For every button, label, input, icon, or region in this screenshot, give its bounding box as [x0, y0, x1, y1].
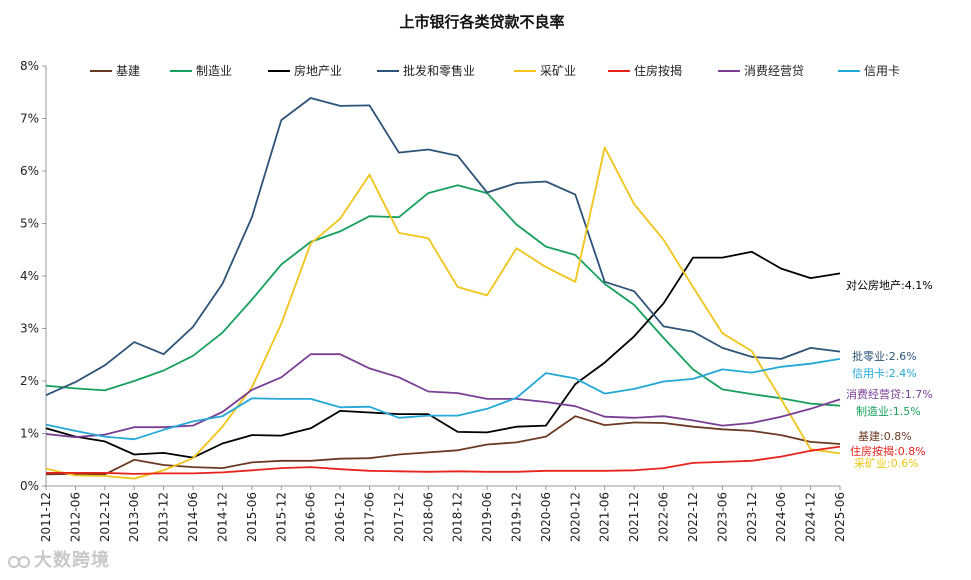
x-tick-label: 2016-06 — [304, 492, 318, 542]
x-tick-label: 2014-06 — [186, 492, 200, 542]
y-tick-label: 5% — [20, 217, 39, 231]
series-line-批发和零售业 — [45, 97, 841, 397]
x-tick-label: 2020-12 — [568, 492, 582, 542]
watermark-text: 大数跨境 — [34, 550, 110, 571]
x-tick-label: 2021-12 — [627, 492, 641, 542]
legend-label: 采矿业 — [540, 64, 576, 78]
end-label: 批零业:2.6% — [852, 349, 917, 363]
end-label: 住房按揭:0.8% — [850, 444, 926, 458]
y-tick-label: 7% — [20, 112, 39, 126]
x-tick-label: 2020-06 — [539, 492, 553, 542]
end-label: 信用卡:2.4% — [852, 367, 917, 380]
legend-label: 住房按揭 — [634, 63, 682, 78]
end-label: 基建:0.8% — [858, 429, 912, 443]
watermark-logo-icon — [8, 556, 30, 568]
x-tick-label: 2018-06 — [421, 492, 435, 542]
series-line-制造业 — [45, 184, 841, 407]
x-tick-label: 2023-12 — [745, 492, 759, 542]
x-tick-label: 2012-12 — [98, 492, 112, 542]
x-tick-label: 2025-06 — [833, 492, 847, 542]
series-line-信用卡 — [45, 358, 841, 441]
end-label: 消费经营贷:1.7% — [846, 387, 933, 401]
series-line-采矿业 — [45, 146, 841, 480]
x-tick-label: 2021-06 — [598, 492, 612, 542]
x-tick-label: 2022-12 — [686, 492, 700, 542]
legend: 基建 制造业 房地产业 批发和零售业 采矿业 住房按揭 消费经营贷 信用卡 — [90, 63, 900, 78]
x-tick-label: 2019-06 — [480, 492, 494, 542]
legend-label: 信用卡 — [864, 64, 900, 78]
x-tick-label: 2013-12 — [157, 492, 171, 542]
x-tick-label: 2013-06 — [127, 492, 141, 542]
end-label: 对公房地产:4.1% — [846, 278, 933, 292]
legend-label: 制造业 — [196, 64, 232, 78]
x-tick-label: 2016-12 — [333, 492, 347, 542]
end-labels: 对公房地产:4.1% 批零业:2.6% 信用卡:2.4% 消费经营贷:1.7% 制造业:… — [846, 278, 933, 470]
x-tick-label: 2023-06 — [715, 492, 729, 542]
x-tick-label: 2015-12 — [274, 492, 288, 542]
legend-label: 批发和零售业 — [403, 63, 475, 78]
series-lines — [45, 97, 841, 480]
y-tick-label: 1% — [20, 427, 39, 441]
legend-label: 基建 — [116, 64, 140, 78]
legend-label: 房地产业 — [294, 63, 342, 78]
series-line-住房按揭 — [46, 445, 841, 475]
y-tick-label: 2% — [20, 374, 39, 388]
y-tick-label: 4% — [20, 269, 39, 283]
y-tick-label: 6% — [20, 164, 39, 178]
x-tick-label: 2022-06 — [657, 492, 671, 542]
y-tick-label: 3% — [20, 322, 39, 336]
x-tick-label: 2014-12 — [215, 492, 229, 542]
x-tick-label: 2011-12 — [39, 492, 53, 542]
x-tick-label: 2024-06 — [774, 492, 788, 542]
chart-title: 上市银行各类贷款不良率 — [399, 13, 564, 31]
y-tick-label: 8% — [20, 59, 39, 73]
series-line-基建 — [45, 415, 841, 476]
x-tick-label: 2018-12 — [451, 492, 465, 542]
legend-label: 消费经营贷 — [744, 64, 804, 78]
x-tick-label: 2019-12 — [510, 492, 524, 542]
x-tick-label: 2017-12 — [392, 492, 406, 542]
y-tick-label: 0% — [20, 479, 39, 493]
end-label: 采矿业:0.6% — [854, 457, 919, 470]
x-tick-label: 2024-12 — [804, 492, 818, 542]
series-line-房地产业 — [45, 250, 841, 459]
y-axis: 0% 1% 2% 3% 4% 5% 6% 7% 8% — [20, 59, 47, 493]
x-tick-label: 2012-06 — [68, 492, 82, 542]
series-line-消费经营贷 — [45, 353, 841, 439]
end-label: 制造业:1.5% — [856, 404, 921, 418]
x-axis: 2011-12 2012-06 2012-12 2013-06 2013-12 2014-… — [39, 485, 847, 542]
x-tick-label: 2017-06 — [362, 492, 376, 542]
watermark: 大数跨境 — [8, 546, 110, 572]
x-tick-label: 2015-06 — [245, 492, 259, 542]
